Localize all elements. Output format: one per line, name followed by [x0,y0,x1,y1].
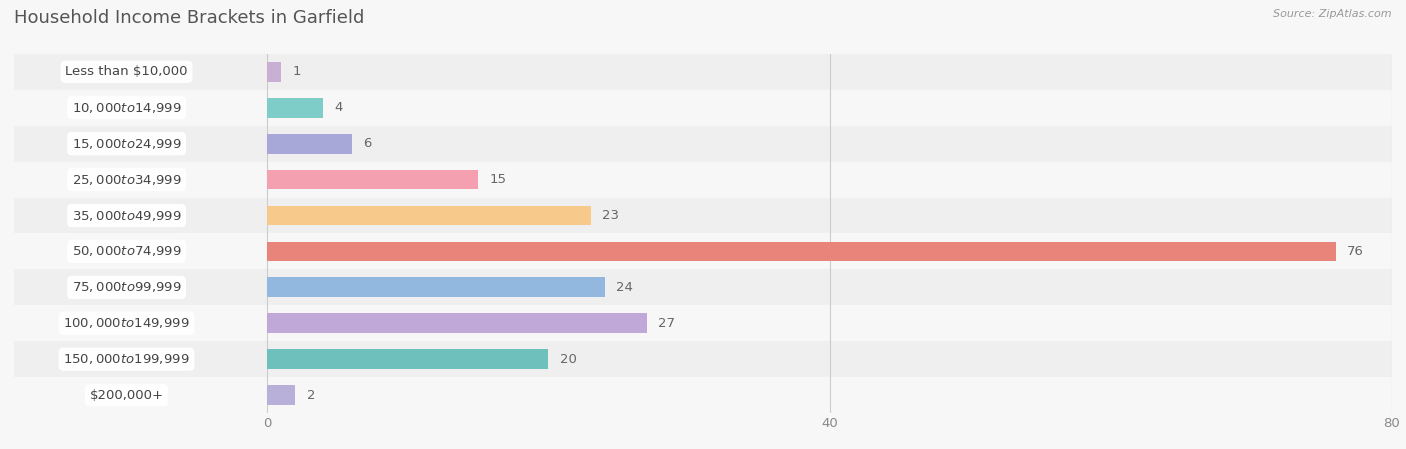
Text: 27: 27 [658,317,675,330]
Text: $200,000+: $200,000+ [90,389,163,401]
Text: Household Income Brackets in Garfield: Household Income Brackets in Garfield [14,9,364,27]
Text: 1: 1 [292,66,301,78]
Bar [267,170,478,189]
Text: 15: 15 [489,173,506,186]
Text: 4: 4 [335,101,343,114]
Bar [14,54,1392,90]
Bar [14,233,1392,269]
Text: $75,000 to $99,999: $75,000 to $99,999 [72,280,181,295]
Text: 76: 76 [1347,245,1364,258]
Text: $25,000 to $34,999: $25,000 to $34,999 [72,172,181,187]
Bar [267,385,295,405]
Bar [14,341,1392,377]
Text: $100,000 to $149,999: $100,000 to $149,999 [63,316,190,330]
Text: $10,000 to $14,999: $10,000 to $14,999 [72,101,181,115]
Bar [14,126,1392,162]
Text: 23: 23 [602,209,619,222]
Text: 20: 20 [560,353,576,365]
Bar [267,313,647,333]
Text: 6: 6 [363,137,371,150]
Text: $50,000 to $74,999: $50,000 to $74,999 [72,244,181,259]
Bar [267,277,605,297]
Text: $150,000 to $199,999: $150,000 to $199,999 [63,352,190,366]
Bar [14,305,1392,341]
Bar [267,242,1336,261]
Bar [14,377,1392,413]
Text: 2: 2 [307,389,315,401]
Text: $15,000 to $24,999: $15,000 to $24,999 [72,136,181,151]
Bar [267,206,591,225]
Text: Source: ZipAtlas.com: Source: ZipAtlas.com [1274,9,1392,19]
Bar [14,269,1392,305]
Bar [14,90,1392,126]
Bar [267,134,352,154]
Bar [267,349,548,369]
Bar [14,162,1392,198]
Text: Less than $10,000: Less than $10,000 [65,66,188,78]
Bar [267,98,323,118]
Bar [267,62,281,82]
Text: 24: 24 [616,281,633,294]
Text: $35,000 to $49,999: $35,000 to $49,999 [72,208,181,223]
Bar [14,198,1392,233]
